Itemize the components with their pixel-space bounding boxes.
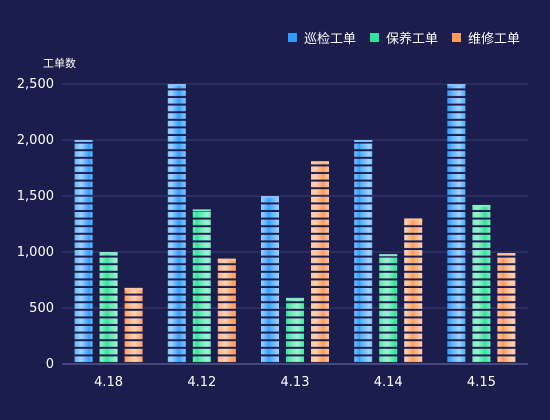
bar-repair (311, 161, 329, 364)
x-tick-label: 4.15 (467, 375, 496, 390)
bar-cap (261, 196, 279, 198)
y-tick-label: 2,000 (17, 133, 54, 148)
y-tick-label: 0 (46, 357, 54, 372)
bar-maintenance (99, 252, 118, 364)
bar-maintenance (192, 209, 211, 364)
x-tick-label: 4.18 (94, 375, 123, 390)
legend-swatch-maintenance (369, 33, 379, 42)
y-tick-label: 2,500 (17, 77, 54, 92)
bar-cap (354, 140, 373, 142)
bar-inspection (354, 140, 373, 364)
bar-cap (217, 258, 236, 261)
x-tick-label: 4.13 (281, 375, 310, 390)
x-tick-label: 4.14 (374, 375, 403, 390)
bar-maintenance (379, 254, 398, 364)
legend-label-repair: 维修工单 (467, 32, 520, 47)
bar-cap (447, 84, 466, 86)
bar-cap (124, 287, 143, 290)
bar-repair (124, 287, 143, 364)
bar-repair (217, 258, 236, 364)
bar-repair (497, 253, 516, 364)
legend: 巡检工单 保养工单 维修工单 (287, 28, 520, 47)
bar-cap (192, 209, 211, 212)
y-tick-label: 1,000 (17, 245, 54, 260)
bar-cap (286, 297, 304, 300)
legend-swatch-inspection (287, 33, 297, 42)
bar-cap (404, 218, 423, 221)
y-axis-title: 工单数 (43, 57, 76, 70)
bar-cap (497, 253, 516, 256)
legend-label-maintenance: 保养工单 (385, 32, 438, 47)
y-tick-label: 500 (29, 301, 54, 316)
bar-repair (404, 218, 423, 364)
bar-cap (74, 140, 93, 142)
bar-inspection (447, 84, 466, 364)
bar-maintenance (286, 297, 304, 364)
bar-cap (379, 254, 398, 257)
legend-swatch-repair (451, 33, 461, 42)
y-tick-label: 1,500 (17, 189, 54, 204)
legend-item-maintenance[interactable]: 保养工单 (369, 28, 438, 47)
bar-cap (99, 252, 118, 254)
bar-cap (167, 84, 186, 86)
bar-inspection (167, 84, 186, 364)
bar-cap (311, 161, 329, 164)
bar-maintenance (472, 204, 491, 364)
legend-label-inspection: 巡检工单 (303, 32, 356, 47)
legend-item-inspection[interactable]: 巡检工单 (287, 28, 356, 47)
x-tick-label: 4.12 (187, 375, 216, 390)
bar-cap (472, 204, 491, 207)
bar-inspection (261, 196, 279, 364)
bar-inspection (74, 140, 93, 364)
legend-item-repair[interactable]: 维修工单 (451, 28, 520, 47)
